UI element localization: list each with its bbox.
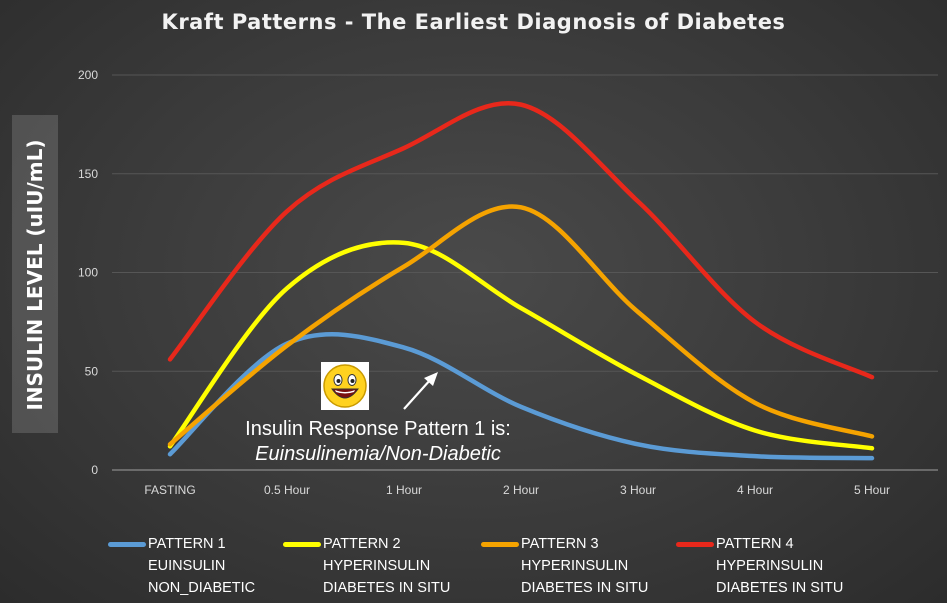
annotation-arrow [403, 378, 432, 410]
annotation-arrow-head [424, 372, 438, 386]
legend-label-line-3: DIABETES IN SITU [716, 580, 844, 596]
chart-title: Kraft Patterns - The Earliest Diagnosis … [161, 10, 786, 34]
legend-label-line-1: PATTERN 2 [323, 536, 401, 552]
legend-label-line-2: HYPERINSULIN [521, 558, 629, 574]
series-lines [167, 101, 875, 461]
x-tick-label: 0.5 Hour [264, 483, 310, 497]
x-tick-label: 4 Hour [737, 483, 773, 497]
x-tick-label: 2 Hour [503, 483, 539, 497]
legend-swatch [481, 542, 519, 547]
legend-label: PATTERN 3 HYPERINSULIN DIABETES IN SITU [521, 533, 648, 599]
legend-label: PATTERN 2 HYPERINSULIN DIABETES IN SITU [323, 533, 450, 599]
legend-swatch [108, 542, 146, 547]
x-tick-label: 3 Hour [620, 483, 656, 497]
x-tick-label: FASTING [144, 483, 195, 497]
legend-label-line-2: EUINSULIN [148, 558, 226, 574]
legend-label-line-3: DIABETES IN SITU [521, 580, 649, 596]
y-tick-label: 150 [78, 167, 98, 181]
legend-swatch [676, 542, 714, 547]
legend-label-line-3: NON_DIABETIC [148, 580, 256, 596]
annotation-line-1: Insulin Response Pattern 1 is: [245, 418, 511, 440]
y-tick-label: 50 [85, 364, 99, 378]
annotation-text: Insulin Response Pattern 1 is: Euinsulin… [213, 417, 543, 467]
series-line-pattern-2 [167, 240, 875, 451]
legend-swatch [283, 542, 321, 547]
x-tick-label: 1 Hour [386, 483, 422, 497]
annotation-line-2: Euinsulinemia/Non-Diabetic [255, 443, 501, 465]
series-line-pattern-3 [167, 204, 875, 447]
legend-label-line-1: PATTERN 1 [148, 536, 226, 552]
smiley-face-icon [321, 362, 369, 410]
legend-label-line-1: PATTERN 3 [521, 536, 599, 552]
legend-label-line-2: HYPERINSULIN [323, 558, 431, 574]
legend-label: PATTERN 4 HYPERINSULIN DIABETES IN SITU [716, 533, 843, 599]
legend-label-line-3: DIABETES IN SITU [323, 580, 451, 596]
legend-label-line-1: PATTERN 4 [716, 536, 794, 552]
legend-label-line-2: HYPERINSULIN [716, 558, 824, 574]
y-tick-label: 0 [91, 463, 98, 477]
y-axis-label: INSULIN LEVEL (uIU/mL) [23, 139, 47, 411]
y-tick-labels: 0 50 100 150 200 [78, 68, 98, 477]
series-line-pattern-4 [167, 101, 875, 380]
x-tick-label: 5 Hour [854, 483, 890, 497]
legend-label: PATTERN 1 EUINSULIN NON_DIABETIC [148, 533, 255, 599]
y-tick-label: 100 [78, 266, 98, 280]
y-axis-label-background [12, 115, 58, 433]
y-tick-label: 200 [78, 68, 98, 82]
x-tick-labels: FASTING 0.5 Hour 1 Hour 2 Hour 3 Hour 4 Hour 5… [144, 483, 890, 497]
